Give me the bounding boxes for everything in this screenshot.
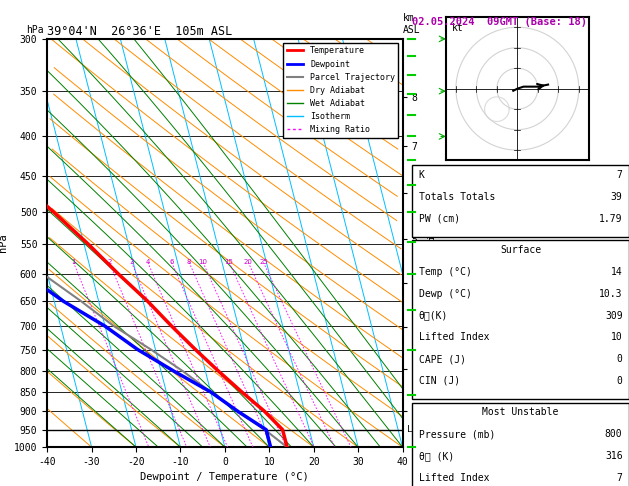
Text: Surface: Surface: [500, 245, 541, 255]
Text: 25: 25: [259, 259, 268, 265]
Text: 1: 1: [71, 259, 75, 265]
Text: 02.05.2024  09GMT (Base: 18): 02.05.2024 09GMT (Base: 18): [412, 17, 587, 27]
Text: 14: 14: [611, 267, 623, 277]
Text: 7: 7: [616, 170, 623, 180]
Bar: [412, 402, 629, 486]
Text: 316: 316: [605, 451, 623, 461]
Text: Totals Totals: Totals Totals: [418, 192, 495, 202]
Text: 1.79: 1.79: [599, 214, 623, 224]
Text: 15: 15: [225, 259, 233, 265]
Text: 8: 8: [187, 259, 191, 265]
X-axis label: Dewpoint / Temperature (°C): Dewpoint / Temperature (°C): [140, 472, 309, 483]
Text: 39°04'N  26°36'E  105m ASL: 39°04'N 26°36'E 105m ASL: [47, 25, 233, 38]
Text: CAPE (J): CAPE (J): [418, 354, 465, 364]
Text: 0: 0: [616, 354, 623, 364]
Bar: [412, 165, 629, 237]
Text: 10.3: 10.3: [599, 289, 623, 299]
Text: km
ASL: km ASL: [403, 13, 420, 35]
Legend: Temperature, Dewpoint, Parcel Trajectory, Dry Adiabat, Wet Adiabat, Isotherm, Mi: Temperature, Dewpoint, Parcel Trajectory…: [284, 43, 398, 138]
Y-axis label: hPa: hPa: [0, 234, 8, 252]
Text: 800: 800: [605, 429, 623, 439]
Text: Lifted Index: Lifted Index: [418, 332, 489, 342]
Text: Pressure (mb): Pressure (mb): [418, 429, 495, 439]
Text: Dewp (°C): Dewp (°C): [418, 289, 471, 299]
Text: θᴇ(K): θᴇ(K): [418, 311, 448, 321]
Text: PW (cm): PW (cm): [418, 214, 460, 224]
Text: LCL: LCL: [407, 425, 423, 434]
Text: hPa: hPa: [26, 25, 43, 35]
Text: 39: 39: [611, 192, 623, 202]
Text: 4: 4: [145, 259, 150, 265]
Text: θᴇ (K): θᴇ (K): [418, 451, 454, 461]
Text: Most Unstable: Most Unstable: [482, 407, 559, 417]
Text: Lifted Index: Lifted Index: [418, 473, 489, 483]
Text: 20: 20: [244, 259, 253, 265]
Text: 3: 3: [129, 259, 134, 265]
Text: 7: 7: [616, 473, 623, 483]
Text: 6: 6: [169, 259, 174, 265]
Text: 10: 10: [611, 332, 623, 342]
Text: kt: kt: [452, 23, 463, 33]
Bar: [412, 240, 629, 399]
Text: 10: 10: [199, 259, 208, 265]
Text: 0: 0: [616, 376, 623, 386]
Text: CIN (J): CIN (J): [418, 376, 460, 386]
Text: Mixing Ratio (g/kg): Mixing Ratio (g/kg): [428, 192, 437, 294]
Text: 2: 2: [107, 259, 111, 265]
Text: 309: 309: [605, 311, 623, 321]
Text: Temp (°C): Temp (°C): [418, 267, 471, 277]
Text: K: K: [418, 170, 425, 180]
